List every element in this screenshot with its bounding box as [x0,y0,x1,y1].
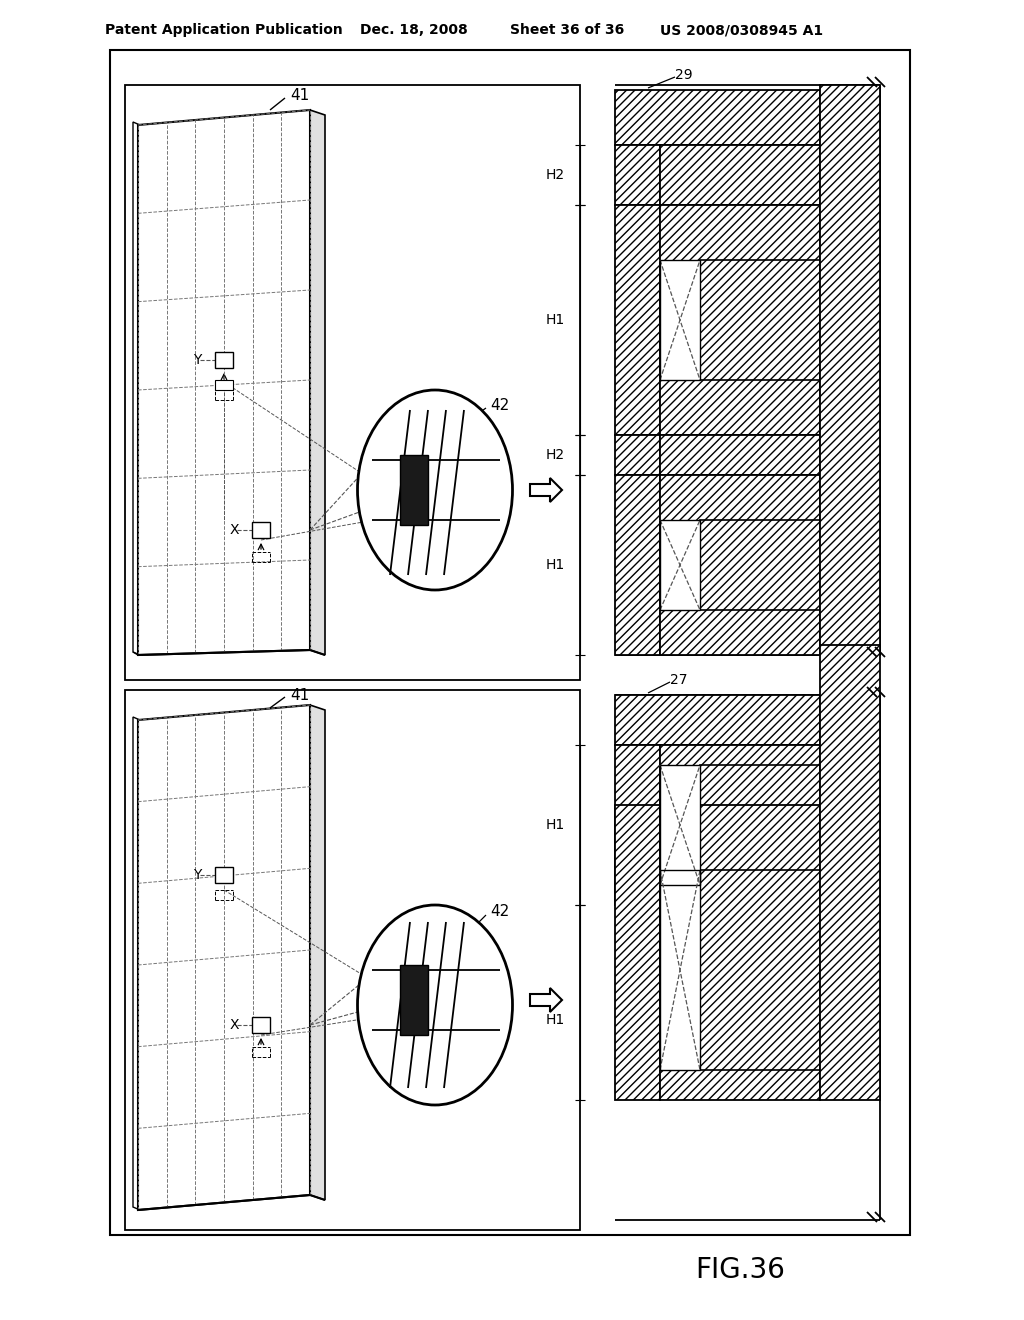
Bar [615,90,820,145]
Polygon shape [310,705,325,1200]
Text: US 2008/0308945 A1: US 2008/0308945 A1 [660,22,823,37]
Bar [660,766,700,884]
Text: H2: H2 [546,447,565,462]
Bar [252,521,270,539]
Bar [660,260,700,380]
Bar [660,805,820,1100]
Text: 41: 41 [290,688,309,702]
Bar [215,867,233,883]
Bar [660,475,820,655]
Bar [252,1016,270,1034]
Bar [660,520,700,610]
Text: 27: 27 [670,673,687,686]
Bar [215,380,233,389]
Bar [820,84,880,655]
Bar [615,145,660,205]
Bar [660,205,820,436]
Text: Y: Y [193,869,202,882]
Bar [660,744,820,906]
Bar [400,965,428,1035]
Text: H1: H1 [546,1012,565,1027]
Text: Dec. 18, 2008: Dec. 18, 2008 [360,22,468,37]
Bar [660,870,700,1071]
Text: H1: H1 [546,818,565,832]
Bar [615,744,660,906]
Text: Sheet 36 of 36: Sheet 36 of 36 [510,22,625,37]
Polygon shape [138,705,310,1210]
Text: 41: 41 [290,87,309,103]
Bar [615,205,660,436]
Text: Y: Y [193,352,202,367]
Polygon shape [138,110,310,655]
Text: FIG.36: FIG.36 [695,1257,785,1284]
Bar [110,50,910,1236]
Bar [700,260,820,380]
Bar [700,870,820,1071]
Bar [125,690,580,1230]
Text: 42: 42 [490,397,509,412]
Text: X: X [230,523,240,537]
Text: H2: H2 [546,168,565,182]
Text: Patent Application Publication: Patent Application Publication [105,22,343,37]
Bar [820,645,880,1100]
Bar [700,520,820,610]
Text: 42: 42 [490,904,509,920]
Ellipse shape [357,906,512,1105]
Bar [660,436,820,475]
Text: H1: H1 [546,313,565,327]
Polygon shape [530,987,562,1012]
Ellipse shape [357,389,512,590]
Polygon shape [133,121,140,655]
Polygon shape [310,110,325,655]
Bar [615,696,820,744]
Text: X: X [230,1018,240,1032]
Bar [615,805,660,1100]
Bar [400,455,428,525]
Text: H1: H1 [546,558,565,572]
Bar [700,766,820,884]
Bar [615,475,660,655]
Bar [660,145,820,205]
Polygon shape [133,717,140,1210]
Bar [615,436,660,475]
Polygon shape [530,478,562,502]
Text: 29: 29 [675,69,692,82]
Bar [215,352,233,368]
Bar [125,84,580,680]
